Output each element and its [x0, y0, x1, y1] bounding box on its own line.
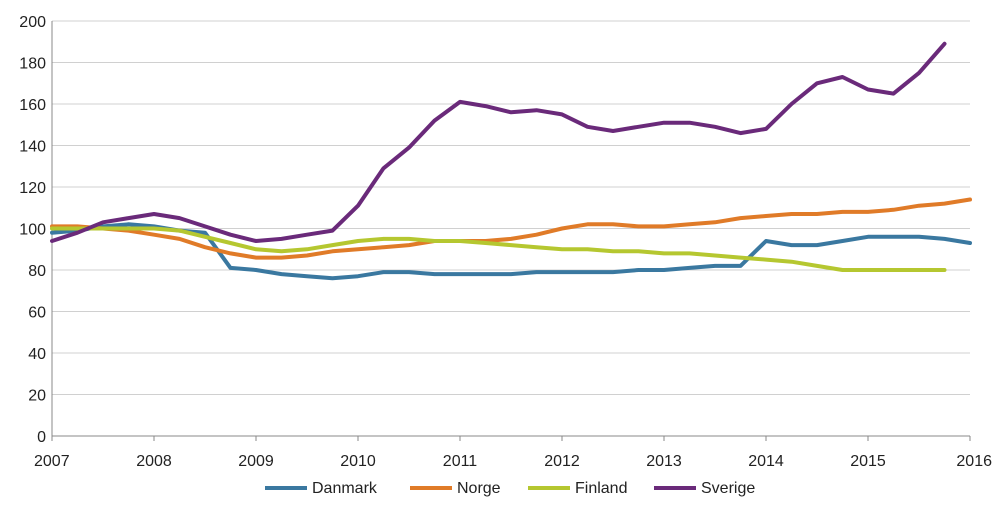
legend-item-finland: Finland — [528, 480, 627, 497]
legend: Danmark Norge Finland Sverige — [265, 480, 755, 497]
x-tick-label-2012: 2012 — [544, 453, 580, 470]
legend-label-danmark: Danmark — [312, 480, 378, 497]
gridlines — [51, 20, 970, 437]
x-tick-label-2016: 2016 — [956, 453, 992, 470]
x-tick-label-2011: 2011 — [443, 453, 478, 470]
y-tick-label-140: 140 — [19, 139, 46, 156]
legend-item-danmark: Danmark — [265, 480, 378, 497]
y-tick-label-200: 200 — [19, 14, 46, 31]
y-tick-label-160: 160 — [19, 97, 46, 114]
y-tick-label-60: 60 — [28, 305, 46, 322]
series-lines — [50, 41, 972, 281]
legend-label-sverige: Sverige — [701, 480, 755, 497]
y-tick-label-80: 80 — [28, 263, 46, 280]
y-tick-label-40: 40 — [28, 346, 46, 363]
x-tick-label-2009: 2009 — [238, 453, 274, 470]
x-tick-label-2014: 2014 — [748, 453, 784, 470]
legend-item-norge: Norge — [410, 480, 501, 497]
x-tick-label-2010: 2010 — [340, 453, 376, 470]
legend-item-sverige: Sverige — [654, 480, 755, 497]
x-tick-label-2015: 2015 — [850, 453, 886, 470]
y-tick-label-120: 120 — [19, 180, 46, 197]
x-tick-label-2013: 2013 — [646, 453, 682, 470]
y-axis-tick-labels: 0 20 40 60 80 100 120 140 160 180 200 — [19, 14, 46, 446]
series-line-finland — [50, 226, 947, 272]
x-tick-label-2007: 2007 — [34, 453, 70, 470]
y-tick-label-0: 0 — [37, 429, 46, 446]
series-line-danmark — [50, 222, 972, 281]
y-tick-label-20: 20 — [28, 388, 46, 405]
legend-label-finland: Finland — [575, 480, 627, 497]
x-tick-label-2008: 2008 — [136, 453, 172, 470]
legend-label-norge: Norge — [457, 480, 501, 497]
x-axis-tick-labels: 2007 2008 2009 2010 2011 2012 2013 2014 2015 2016 — [34, 436, 992, 470]
series-line-norge — [50, 197, 972, 260]
series-line-sverige — [50, 41, 947, 243]
y-tick-label-180: 180 — [19, 56, 46, 73]
y-tick-label-100: 100 — [19, 222, 46, 239]
